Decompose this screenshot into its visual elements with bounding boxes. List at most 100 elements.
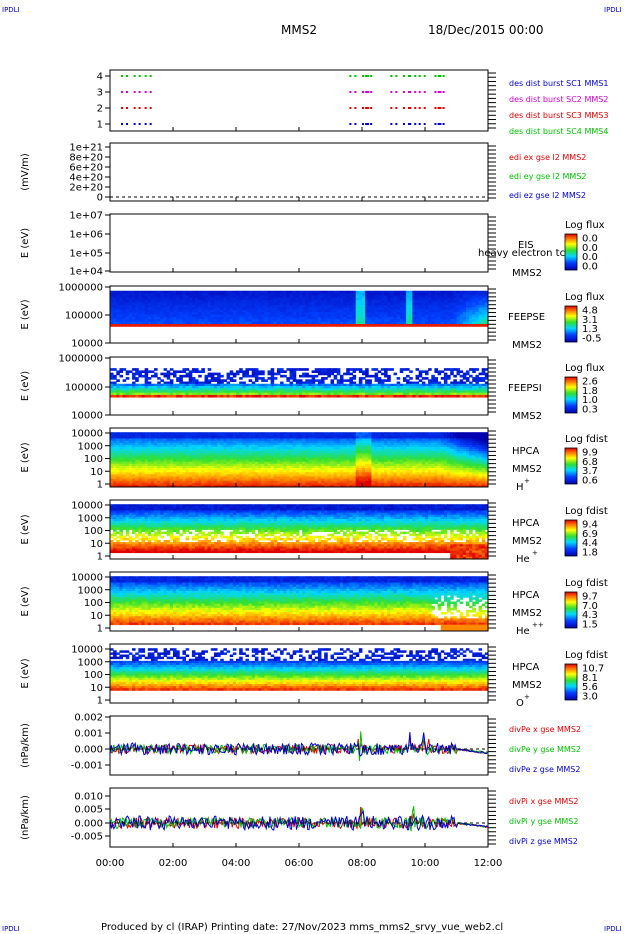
- spectrogram-cell: [428, 386, 432, 389]
- spectrogram-cell: [358, 388, 363, 391]
- spectrogram-cell: [371, 386, 375, 389]
- spectrogram-cell: [191, 368, 196, 371]
- spectrogram-cell: [119, 461, 123, 465]
- spectrogram-cell: [135, 316, 139, 320]
- spectrogram-cell: [217, 470, 221, 473]
- burst-mark: [423, 107, 426, 109]
- spectrogram-cell: [116, 438, 120, 442]
- spectrogram-cell: [198, 390, 202, 394]
- spectrogram-cell: [191, 319, 196, 323]
- spectrogram-cell: [150, 457, 155, 461]
- spectrogram-cell: [327, 312, 331, 315]
- spectrogram-cell: [362, 295, 366, 299]
- spectrogram-cell: [176, 457, 180, 461]
- spectrogram-cell: [138, 297, 142, 301]
- spectrogram-cell: [321, 465, 325, 469]
- spectrogram-cell: [270, 480, 275, 484]
- spectrogram-cell: [220, 465, 224, 469]
- spectrogram-cell: [128, 459, 133, 463]
- spectrogram-cell: [166, 449, 171, 452]
- spectrogram-cell: [144, 392, 149, 396]
- spectrogram-cell: [128, 314, 133, 318]
- spectrogram-cell: [239, 307, 243, 311]
- spectrogram-cell: [144, 302, 149, 306]
- spectrogram-cell: [220, 379, 224, 382]
- spectrogram-cell: [390, 392, 394, 396]
- spectrogram-cell: [223, 470, 227, 473]
- spectrogram-cell: [185, 482, 190, 486]
- spectrogram-cell: [409, 316, 413, 320]
- burst-mark: [390, 91, 393, 93]
- spectrogram-cell: [374, 307, 379, 311]
- spectrogram-cell: [462, 392, 467, 396]
- spectrogram-cell: [232, 470, 237, 473]
- spectrogram-cell: [336, 290, 341, 294]
- spectrogram-cell: [465, 386, 470, 389]
- spectrogram-cell: [251, 438, 256, 442]
- spectrogram-cell: [138, 309, 142, 313]
- spectrogram-cell: [157, 388, 161, 391]
- spectrogram-cell: [207, 388, 212, 391]
- spectrogram-cell: [295, 290, 300, 294]
- spectrogram-cell: [195, 324, 199, 327]
- spectrogram-cell: [443, 390, 448, 394]
- spectrogram-cell: [264, 463, 268, 467]
- spectrogram-cell: [239, 465, 243, 469]
- spectrogram-cell: [125, 319, 130, 323]
- spectrogram-cell: [434, 394, 438, 398]
- spectrogram-cell: [434, 300, 438, 304]
- spectrogram-cell: [179, 295, 183, 299]
- spectrogram-cell: [236, 316, 240, 320]
- spectrogram-cell: [220, 459, 224, 463]
- spectrogram-cell: [182, 453, 186, 456]
- spectrogram-cell: [258, 474, 262, 477]
- spectrogram-cell: [349, 295, 353, 299]
- spectrogram-cell: [481, 394, 486, 398]
- spectrogram-cell: [201, 319, 205, 323]
- burst-mark: [409, 75, 412, 77]
- spectrogram-cell: [204, 474, 209, 477]
- spectrogram-cell: [443, 368, 448, 371]
- spectrogram-cell: [484, 305, 489, 308]
- spectrogram-cell: [195, 484, 199, 488]
- spectrogram-cell: [138, 461, 142, 465]
- spectrogram-cell: [273, 446, 278, 450]
- spectrogram-cell: [276, 370, 281, 374]
- spectrogram-cell: [358, 383, 363, 387]
- spectrogram-cell: [239, 444, 243, 448]
- spectrogram-cell: [201, 307, 205, 311]
- spectrogram-cell: [198, 324, 202, 327]
- spectrogram-cell: [402, 368, 407, 371]
- spectrogram-cell: [182, 314, 186, 318]
- spectrogram-cell: [138, 455, 142, 458]
- spectrogram-cell: [453, 374, 457, 378]
- spectrogram-cell: [267, 314, 272, 318]
- spectrogram-cell: [305, 319, 309, 323]
- spectrogram-cell: [302, 484, 306, 488]
- spectrogram-cell: [333, 300, 338, 304]
- spectrogram-cell: [128, 302, 133, 306]
- spectrogram-cell: [380, 394, 385, 398]
- spectrogram-cell: [311, 302, 316, 306]
- spectrogram-cell: [135, 457, 139, 461]
- spectrogram-cell: [447, 386, 451, 389]
- burst-mark: [121, 91, 124, 93]
- spectrogram-cell: [179, 302, 183, 306]
- spectrogram-cell: [434, 377, 438, 380]
- spectrogram-cell: [150, 472, 155, 475]
- spectrogram-cell: [352, 321, 357, 325]
- spectrogram-cell: [321, 388, 325, 391]
- spectrogram-cell: [176, 470, 180, 473]
- spectrogram-cell: [239, 442, 243, 446]
- y-tick-label: 3: [97, 88, 103, 99]
- spectrogram-cell: [393, 314, 398, 318]
- spectrogram-cell: [179, 316, 183, 320]
- spectrogram-cell: [220, 432, 224, 435]
- spectrogram-cell: [179, 394, 183, 398]
- spectrogram-cell: [226, 309, 231, 313]
- spectrogram-cell: [204, 472, 209, 475]
- spectrogram-cell: [119, 444, 123, 448]
- spectrogram-cell: [283, 432, 287, 435]
- spectrogram-cell: [387, 368, 391, 371]
- spectrogram-cell: [116, 305, 120, 308]
